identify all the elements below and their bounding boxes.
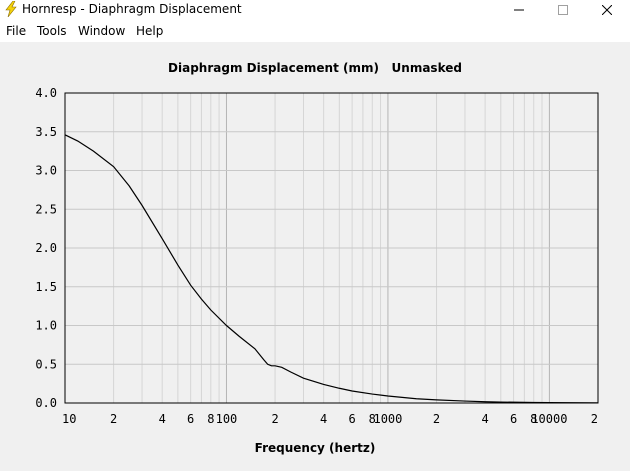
close-icon bbox=[602, 5, 612, 15]
menu-help[interactable]: Help bbox=[136, 24, 164, 38]
maximize-icon bbox=[558, 5, 568, 15]
x-tick-label: 4 bbox=[320, 412, 327, 426]
y-tick-label: 2.0 bbox=[35, 241, 57, 255]
x-tick-label: 2 bbox=[591, 412, 598, 426]
menu-file[interactable]: File bbox=[6, 24, 27, 38]
x-tick-label: 8 bbox=[369, 412, 376, 426]
y-tick-label: 3.0 bbox=[35, 164, 57, 178]
plot-frame bbox=[64, 92, 599, 404]
x-tick-label: 6 bbox=[187, 412, 194, 426]
chart-title-text: Diaphragm Displacement (mm) bbox=[168, 61, 379, 75]
grid-lines bbox=[65, 93, 598, 403]
y-tick-label: 1.0 bbox=[35, 319, 57, 333]
x-tick-label: 6 bbox=[510, 412, 517, 426]
plot-area bbox=[0, 42, 630, 471]
window-title: Hornresp - Diaphragm Displacement bbox=[22, 2, 242, 16]
x-tick-label: 10000 bbox=[531, 412, 567, 426]
minimize-button[interactable] bbox=[496, 0, 542, 20]
y-tick-label: 1.5 bbox=[35, 280, 57, 294]
x-tick-label: 1000 bbox=[373, 412, 402, 426]
lightning-bolt-icon bbox=[5, 1, 17, 17]
y-tick-label: 0.0 bbox=[35, 396, 57, 410]
x-tick-label: 4 bbox=[482, 412, 489, 426]
menu-window[interactable]: Window bbox=[78, 24, 126, 38]
y-tick-label: 2.5 bbox=[35, 202, 57, 216]
x-tick-label: 2 bbox=[433, 412, 440, 426]
x-tick-label: 10 bbox=[62, 412, 76, 426]
close-button[interactable] bbox=[584, 0, 630, 20]
y-tick-label: 0.5 bbox=[35, 357, 57, 371]
series-line bbox=[64, 134, 599, 404]
chart-title: Diaphragm Displacement (mm) Unmasked bbox=[0, 61, 630, 75]
y-tick-label: 4.0 bbox=[35, 86, 57, 100]
menu-tools[interactable]: Tools bbox=[37, 24, 67, 38]
x-tick-label: 2 bbox=[271, 412, 278, 426]
x-tick-label: 100 bbox=[216, 412, 238, 426]
x-tick-label: 4 bbox=[159, 412, 166, 426]
menu-bar: File Tools Window Help bbox=[0, 20, 630, 42]
maximize-button[interactable] bbox=[540, 0, 586, 20]
chart-mode-label: Unmasked bbox=[391, 61, 462, 75]
y-axis-labels: 4.0 3.5 3.0 2.5 2.0 1.5 1.0 0.5 0.0 bbox=[35, 86, 57, 410]
title-bar: Hornresp - Diaphragm Displacement bbox=[0, 0, 630, 20]
x-tick-label: 6 bbox=[348, 412, 355, 426]
x-tick-label: 8 bbox=[530, 412, 537, 426]
minimize-icon bbox=[514, 9, 524, 11]
x-tick-label: 2 bbox=[110, 412, 117, 426]
x-axis-title: Frequency (hertz) bbox=[254, 441, 376, 455]
y-tick-label: 3.5 bbox=[35, 125, 57, 139]
x-tick-label: 8 bbox=[207, 412, 214, 426]
